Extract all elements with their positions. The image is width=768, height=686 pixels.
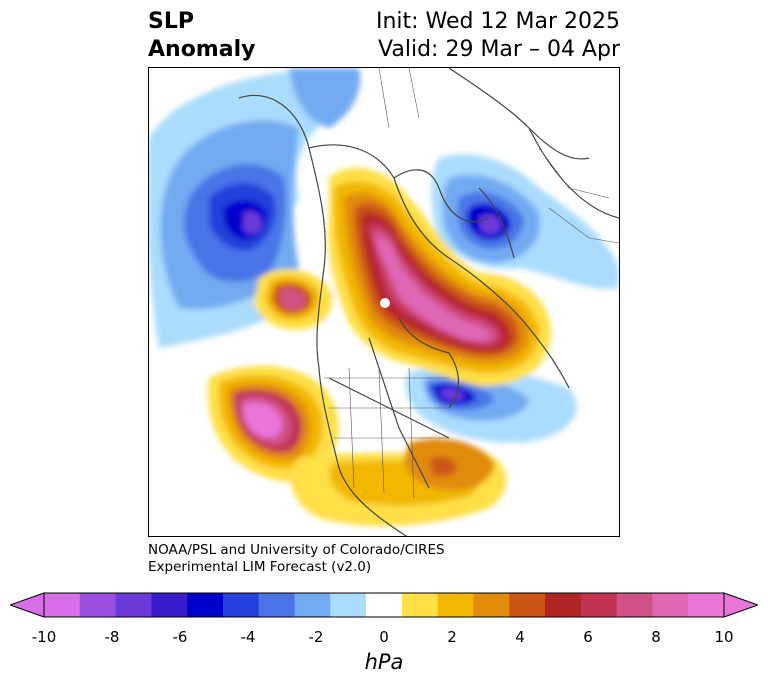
colorbar-segment: [222, 593, 260, 617]
credit-line-2: Experimental LIM Forecast (v2.0): [148, 559, 372, 575]
colorbar-segment: [187, 593, 224, 617]
pole-marker: [380, 298, 390, 308]
colorbar-segment: [688, 593, 725, 617]
colorbar-tick-label: 10: [714, 628, 734, 646]
colorbar-tick-label: 4: [515, 628, 525, 646]
colorbar-segment: [437, 593, 474, 617]
map-title: SLP Anomaly: [148, 8, 255, 64]
anomaly-map-graphic: [149, 68, 619, 536]
colorbar-segment: [401, 593, 439, 617]
colorbar-segment: [366, 593, 403, 617]
colorbar-unit: hPa: [364, 650, 404, 674]
colorbar-segment: [616, 593, 653, 617]
valid-range: Valid: 29 Mar – 04 Apr: [378, 37, 620, 62]
colorbar-tick-label: 8: [651, 628, 661, 646]
colorbar-tick-label: -8: [104, 628, 120, 646]
coastlines: [238, 68, 619, 536]
colorbar-segment: [151, 593, 188, 617]
colorbar-segment: [79, 593, 117, 617]
anomaly-fill: [149, 68, 619, 527]
colorbar-tick-label: 6: [583, 628, 593, 646]
colorbar-tick-label: 2: [447, 628, 457, 646]
credit-text: NOAA/PSL and University of Colorado/CIRE…: [148, 542, 445, 576]
colorbar-segment: [545, 593, 582, 617]
colorbar-segments: [44, 593, 725, 617]
colorbar-tick-label: -10: [31, 628, 57, 646]
title-variable-type: Anomaly: [148, 37, 256, 62]
colorbar-tick-label: 0: [379, 628, 389, 646]
colorbar-tick-label: -2: [308, 628, 324, 646]
init-date: Init: Wed 12 Mar 2025: [375, 9, 620, 34]
colorbar-segment: [115, 593, 152, 617]
colorbar-segment: [258, 593, 296, 617]
credit-line-1: NOAA/PSL and University of Colorado/CIRE…: [148, 542, 445, 558]
forecast-dates: Init: Wed 12 Mar 2025 Valid: 29 Mar – 04…: [376, 8, 620, 64]
colorbar-tick-label: -6: [172, 628, 188, 646]
colorbar-outline: [43, 592, 725, 618]
colorbar-tick-label: -4: [240, 628, 256, 646]
colorbar-segment: [44, 593, 81, 617]
colorbar: [10, 592, 758, 618]
colorbar-min-extend: [10, 592, 45, 618]
colorbar-segment: [509, 593, 546, 617]
borders: [324, 68, 619, 499]
colorbar-segment: [580, 593, 618, 617]
title-variable: SLP: [148, 9, 194, 34]
colorbar-segment: [294, 593, 331, 617]
colorbar-segment: [473, 593, 510, 617]
anomaly-map: [148, 67, 620, 537]
colorbar-segment: [652, 593, 689, 617]
colorbar-segment: [330, 593, 367, 617]
colorbar-max-extend: [723, 592, 758, 618]
